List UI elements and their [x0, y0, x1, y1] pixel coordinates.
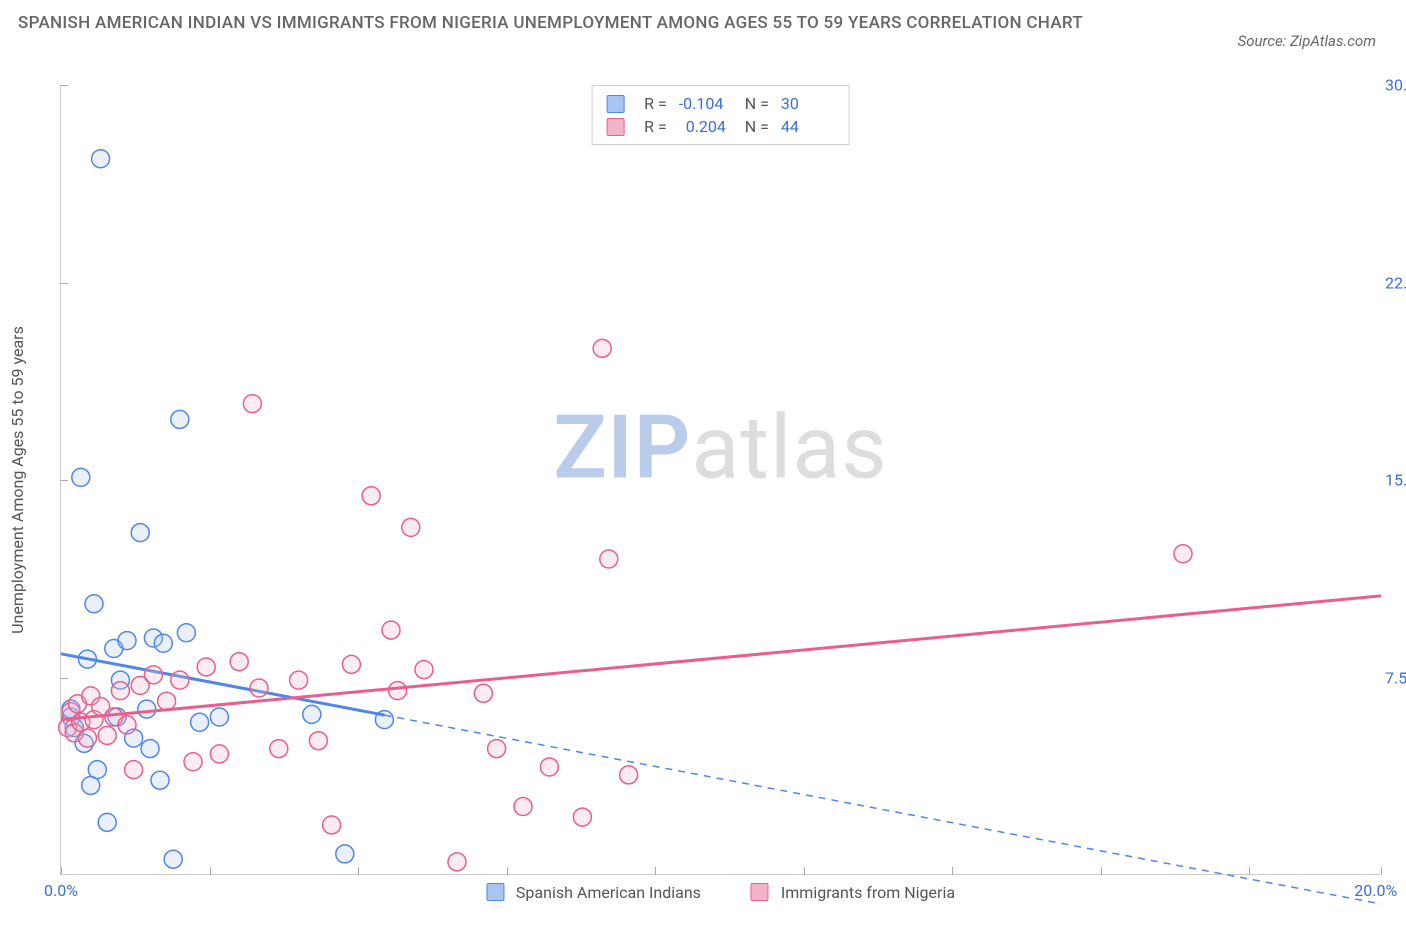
y-tick-label: 30.0%	[1385, 76, 1406, 95]
correlation-legend: R = -0.104 N = 30 R = 0.204 N = 44	[591, 85, 850, 145]
swatch-icon	[606, 95, 624, 113]
legend-row-sai: R = -0.104 N = 30	[606, 92, 835, 115]
legend-item-nig: Immigrants from Nigeria	[751, 883, 955, 902]
x-end-label: 20.0%	[1354, 881, 1397, 900]
swatch-icon	[606, 118, 624, 136]
series-legend: Spanish American Indians Immigrants from…	[486, 883, 955, 902]
x-start-label: 0.0%	[44, 881, 78, 900]
legend-row-nig: R = 0.204 N = 44	[606, 115, 835, 138]
y-tick-label: 7.5%	[1385, 668, 1406, 687]
swatch-icon	[751, 883, 769, 901]
y-tick-label: 15.0%	[1385, 471, 1406, 490]
source-attribution: Source: ZipAtlas.com	[1238, 32, 1376, 50]
scatter-chart: ZIPatlas R = -0.104 N = 30 R = 0.204 N =…	[60, 85, 1380, 875]
swatch-icon	[486, 883, 504, 901]
legend-item-sai: Spanish American Indians	[486, 883, 701, 902]
chart-title: SPANISH AMERICAN INDIAN VS IMMIGRANTS FR…	[18, 10, 1083, 37]
y-tick-label: 22.5%	[1385, 273, 1406, 292]
y-axis-label: Unemployment Among Ages 55 to 59 years	[8, 326, 27, 634]
plot-svg	[61, 85, 1380, 874]
